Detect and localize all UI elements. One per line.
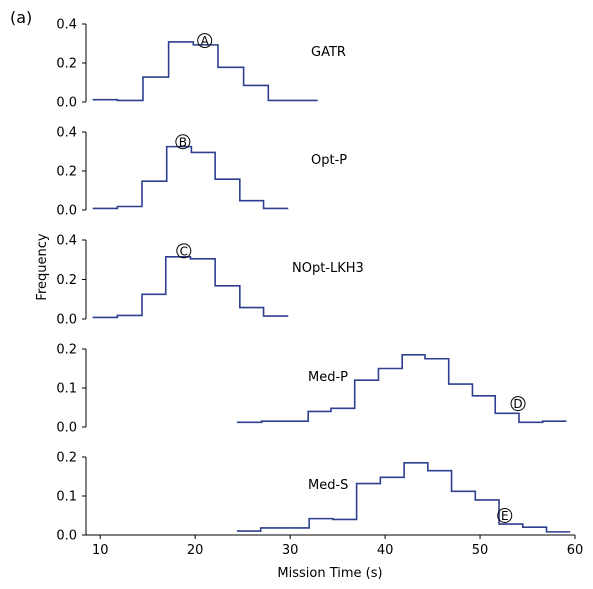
histogram-step-line: [92, 41, 318, 102]
marker-label: D: [513, 397, 522, 411]
histogram-step-line: [236, 462, 571, 533]
x-tick-label: 20: [187, 543, 204, 558]
y-tick-label: 0.4: [56, 18, 77, 33]
series-label: Med-S: [308, 478, 348, 493]
marker-label: A: [201, 34, 210, 48]
panel-nopt-lkh3: 0.0 0.2 0.4 NOpt-LKH3 C: [56, 234, 364, 328]
y-tick-label: 0.4: [56, 126, 77, 141]
y-tick-label: 0.1: [56, 490, 77, 505]
y-tick-label: 0.0: [56, 313, 77, 328]
x-tick-label: 60: [567, 543, 584, 558]
histogram-step-line: [236, 354, 567, 424]
y-tick-label: 0.2: [56, 343, 77, 358]
series-label: NOpt-LKH3: [292, 261, 364, 276]
x-axis-label: Mission Time (s): [277, 566, 382, 581]
panel-med-s: 0.0 0.1 0.2 Med-S E: [56, 451, 571, 544]
series-label: Med-P: [308, 370, 348, 385]
series-label: GATR: [311, 45, 346, 60]
x-tick-label: 40: [377, 543, 394, 558]
marker-label: C: [180, 244, 188, 258]
panel-gatr: 0.0 0.2 0.4 GATR A: [56, 18, 346, 111]
x-tick-label: 50: [472, 543, 489, 558]
x-tick-label: 10: [92, 543, 109, 558]
y-tick-label: 0.0: [56, 421, 77, 436]
x-tick-label: 30: [282, 543, 299, 558]
marker-circle: [510, 396, 526, 412]
histogram-step-line: [92, 145, 289, 210]
marker-circle: [176, 243, 192, 259]
histogram-panels: 0.0 0.2 0.4 GATR A 0.0 0.2 0.4 Opt-P B 0.0 0.2 0.4 NO…: [56, 18, 583, 559]
y-tick-label: 0.2: [56, 57, 77, 72]
y-tick-label: 0.0: [56, 529, 77, 544]
marker-label: B: [179, 135, 187, 149]
marker-label: E: [501, 509, 509, 523]
y-tick-label: 0.0: [56, 96, 77, 111]
panel-opt-p: 0.0 0.2 0.4 Opt-P B: [56, 126, 347, 219]
y-tick-label: 0.4: [56, 234, 77, 249]
marker-circle: [175, 134, 191, 150]
y-tick-label: 0.2: [56, 165, 77, 180]
marker-circle: [197, 33, 213, 49]
y-tick-label: 0.2: [56, 273, 77, 288]
panel-med-p: 0.0 0.1 0.2 Med-P D: [56, 343, 567, 436]
series-label: Opt-P: [311, 153, 347, 168]
y-tick-label: 0.0: [56, 204, 77, 219]
histogram-step-line: [92, 255, 289, 319]
marker-circle: [497, 508, 513, 523]
y-tick-label: 0.2: [56, 451, 77, 466]
y-tick-label: 0.1: [56, 382, 77, 397]
panel-label: (a): [10, 8, 32, 27]
y-axis-label: Frequency: [35, 233, 50, 300]
